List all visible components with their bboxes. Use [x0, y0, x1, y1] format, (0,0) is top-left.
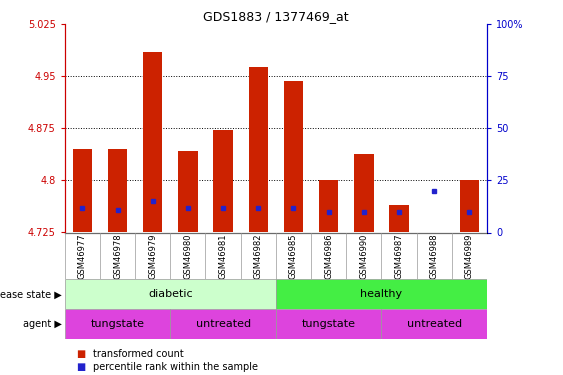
- Text: untreated: untreated: [406, 320, 462, 329]
- Text: percentile rank within the sample: percentile rank within the sample: [93, 362, 258, 372]
- Text: disease state ▶: disease state ▶: [0, 290, 62, 299]
- Bar: [382, 309, 487, 339]
- Text: GSM46985: GSM46985: [289, 233, 298, 279]
- Text: GSM46988: GSM46988: [430, 233, 439, 279]
- Text: GSM46987: GSM46987: [395, 233, 404, 279]
- Bar: [460, 180, 479, 232]
- Text: GSM46981: GSM46981: [218, 233, 227, 279]
- Text: GSM46982: GSM46982: [254, 233, 263, 279]
- Bar: [249, 68, 268, 232]
- Bar: [171, 309, 276, 339]
- Text: untreated: untreated: [195, 320, 251, 329]
- Title: GDS1883 / 1377469_at: GDS1883 / 1377469_at: [203, 10, 348, 23]
- Bar: [108, 149, 127, 232]
- Text: GSM46979: GSM46979: [148, 233, 157, 279]
- Bar: [73, 149, 92, 232]
- Text: diabetic: diabetic: [148, 290, 193, 299]
- Text: agent ▶: agent ▶: [23, 320, 62, 329]
- Text: ■: ■: [76, 350, 85, 359]
- Bar: [390, 205, 409, 232]
- Bar: [276, 279, 487, 309]
- Text: transformed count: transformed count: [93, 350, 184, 359]
- Text: tungstate: tungstate: [91, 320, 145, 329]
- Text: ■: ■: [76, 362, 85, 372]
- Text: GSM46978: GSM46978: [113, 233, 122, 279]
- Text: healthy: healthy: [360, 290, 403, 299]
- Bar: [178, 151, 198, 232]
- Bar: [65, 279, 276, 309]
- Bar: [143, 52, 162, 232]
- Bar: [319, 180, 338, 232]
- Text: GSM46989: GSM46989: [465, 233, 474, 279]
- Text: tungstate: tungstate: [302, 320, 356, 329]
- Bar: [276, 309, 382, 339]
- Bar: [213, 130, 233, 232]
- Bar: [65, 309, 171, 339]
- Text: GSM46990: GSM46990: [359, 233, 368, 279]
- Text: GSM46980: GSM46980: [184, 233, 193, 279]
- Text: GSM46986: GSM46986: [324, 233, 333, 279]
- Bar: [354, 154, 373, 232]
- Text: GSM46977: GSM46977: [78, 233, 87, 279]
- Bar: [284, 81, 303, 232]
